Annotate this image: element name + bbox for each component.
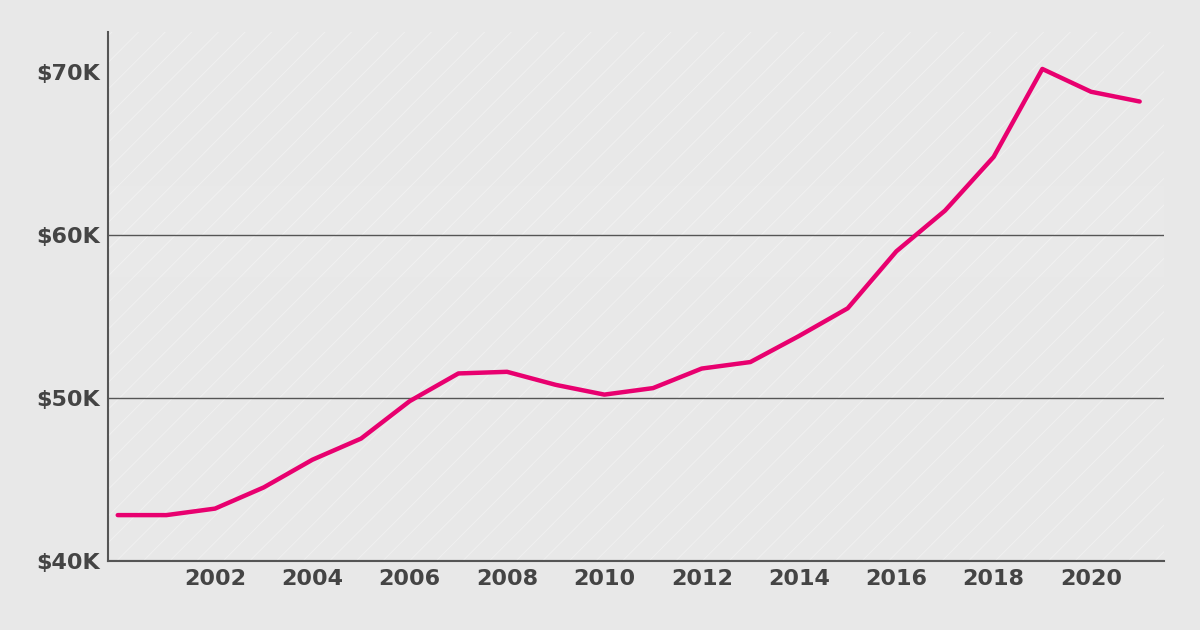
Bar bbox=[108, 186, 1164, 276]
